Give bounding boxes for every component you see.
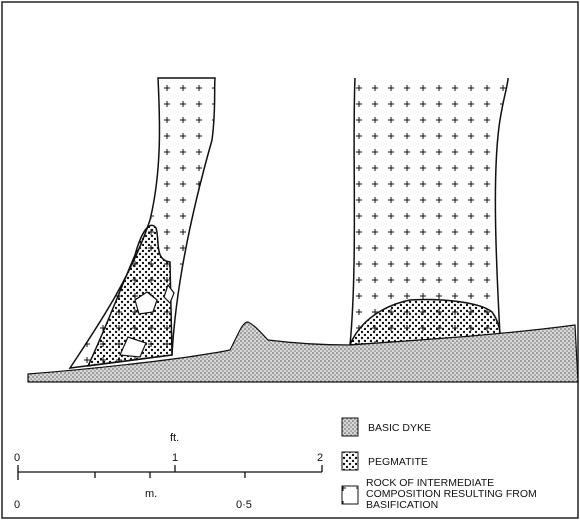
scale-unit: ft. [170,432,179,444]
scale-unit: m. [145,488,157,500]
legend: BASIC DYKE PEGMATITE ROCK OF INTERMEDIAT… [341,417,537,511]
legend-swatch [341,485,359,505]
scale-label: 1 [172,452,178,464]
legend-swatch [341,417,359,437]
legend-label-box: ROCK OF INTERMEDIATE COMPOSITION RESULTI… [366,478,537,511]
scale-labels: 0 ft. 1 2 0 m. 0·5 [14,432,323,511]
legend-swatch [341,451,359,471]
legend-label: PEGMATITE [368,456,428,468]
scale-label: 0 [14,452,20,464]
scale-label: 0 [14,499,20,511]
scale-label: 2 [317,452,323,464]
scale-label: 0·5 [236,499,252,511]
legend-label: BASIC DYKE [368,422,431,434]
section [27,77,579,383]
legend-label: ROCK OF INTERMEDIATE COMPOSITION RESULTI… [366,478,537,511]
scale-bar [17,465,323,480]
